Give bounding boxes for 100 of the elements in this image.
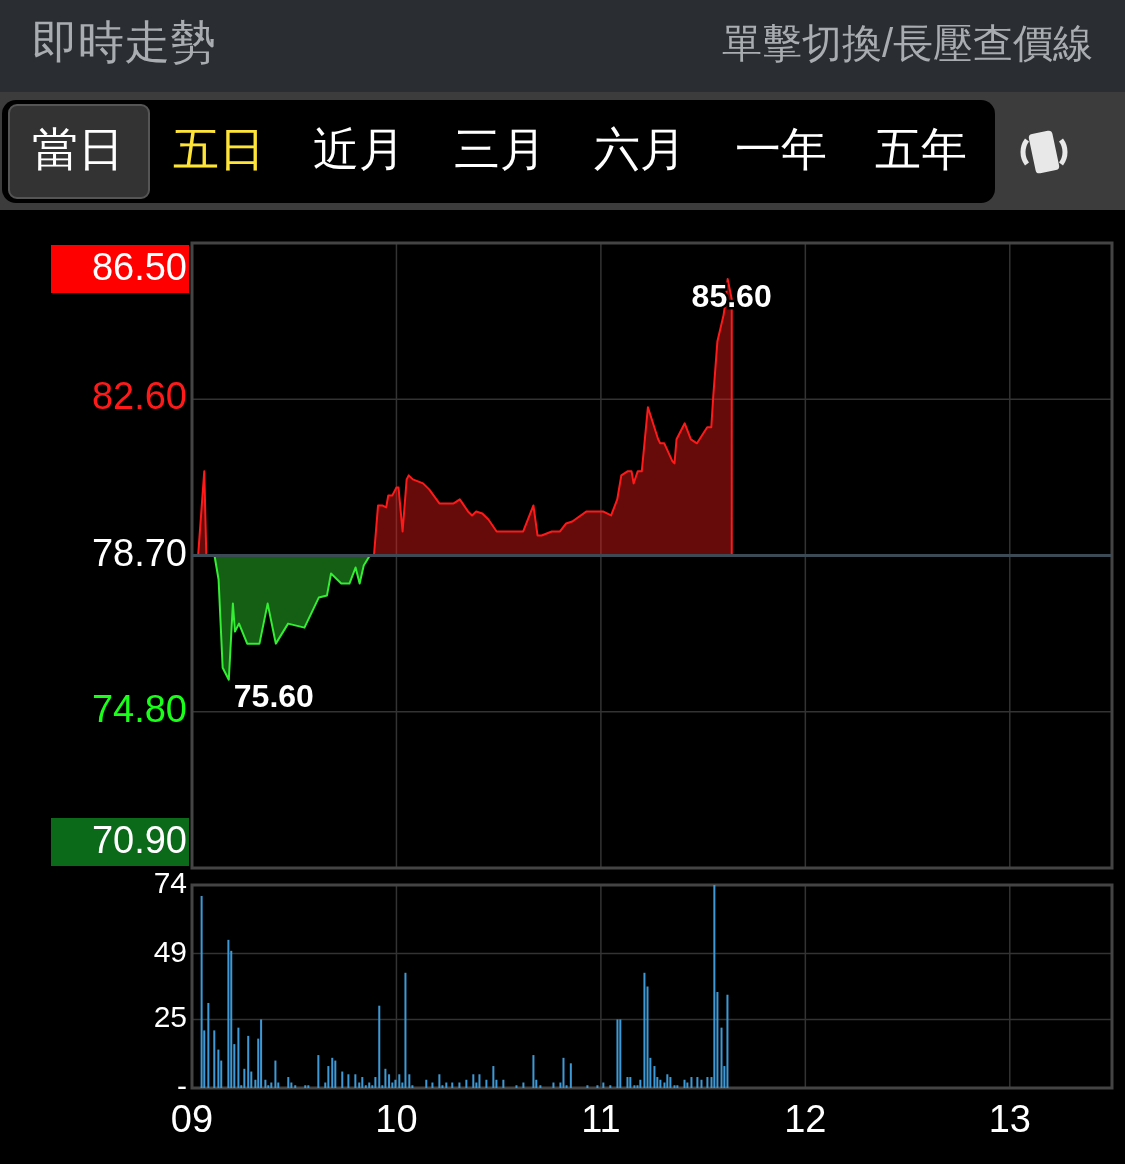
text: 五年 — [875, 123, 967, 176]
bar — [673, 1085, 676, 1088]
bar — [458, 1082, 461, 1088]
bar — [659, 1079, 662, 1088]
bar — [686, 1082, 689, 1088]
bar — [639, 1079, 642, 1088]
y-tick-label: 70.90 — [91, 819, 187, 862]
bar — [404, 972, 407, 1088]
bar — [713, 885, 716, 1088]
bar — [569, 1063, 572, 1088]
annotation: 75.60 — [233, 678, 314, 715]
bar — [213, 1030, 216, 1088]
bar — [669, 1077, 672, 1088]
bar — [425, 1079, 428, 1088]
bar — [354, 1074, 357, 1088]
text: 一年 — [734, 123, 827, 176]
bar — [586, 1085, 589, 1088]
bar — [341, 1071, 344, 1088]
bar — [683, 1079, 686, 1088]
bar — [294, 1085, 297, 1088]
bar — [364, 1085, 367, 1088]
bar — [720, 1027, 723, 1088]
bar — [438, 1074, 441, 1088]
bar — [445, 1082, 448, 1088]
bar — [368, 1082, 371, 1088]
bar — [327, 1066, 330, 1088]
bar — [532, 1055, 535, 1088]
bar — [706, 1077, 709, 1088]
bar — [317, 1055, 320, 1088]
bar — [398, 1074, 401, 1088]
bar — [331, 1057, 334, 1088]
y-tick-label: 74 — [153, 865, 187, 899]
bar — [690, 1077, 693, 1088]
bar — [609, 1085, 612, 1088]
bar — [522, 1082, 525, 1088]
x-tick-label: 11 — [581, 1098, 621, 1141]
bar — [378, 1005, 381, 1088]
bar — [629, 1077, 632, 1088]
y-tick-label: 74.80 — [91, 687, 187, 730]
text: 三月 — [453, 123, 546, 176]
bar — [451, 1082, 454, 1088]
bar — [485, 1079, 488, 1088]
text: 六月 — [594, 123, 686, 176]
y-tick-label: 86.50 — [91, 246, 187, 289]
bar — [361, 1077, 364, 1088]
x-tick-label: 10 — [375, 1098, 418, 1141]
bar — [646, 986, 649, 1088]
y-tick-label: 82.60 — [91, 375, 187, 418]
bar — [237, 1027, 240, 1088]
bar — [394, 1079, 397, 1088]
bar — [602, 1082, 605, 1088]
bar — [502, 1079, 505, 1088]
text: 五日 — [172, 123, 265, 176]
bar — [408, 1074, 411, 1088]
bar — [726, 994, 729, 1088]
bar — [552, 1082, 555, 1088]
bar — [270, 1082, 273, 1088]
bar — [374, 1077, 377, 1088]
bar — [334, 1060, 337, 1088]
text: 近月 — [313, 123, 405, 176]
bar — [478, 1074, 481, 1088]
bar — [264, 1079, 267, 1088]
bar — [616, 1019, 619, 1088]
x-tick-label: 12 — [784, 1098, 827, 1141]
bar — [633, 1085, 636, 1088]
bar — [626, 1077, 629, 1088]
bar — [515, 1085, 518, 1088]
bar — [700, 1079, 703, 1088]
bar — [260, 1019, 263, 1088]
bar — [243, 1068, 246, 1088]
bar — [217, 1049, 220, 1088]
chart-subtitle: 單擊切換/長壓查價線 — [721, 20, 1093, 65]
bar — [643, 972, 646, 1088]
bar — [562, 1057, 565, 1088]
bar — [274, 1060, 277, 1088]
bar — [287, 1077, 290, 1088]
bar — [347, 1074, 350, 1088]
bar — [247, 1035, 250, 1088]
bar — [465, 1079, 468, 1088]
bar — [696, 1077, 699, 1088]
bar — [472, 1074, 475, 1088]
bar — [492, 1066, 495, 1088]
bar — [227, 939, 230, 1088]
bar — [207, 1002, 210, 1088]
bar — [596, 1085, 599, 1088]
bar — [653, 1066, 656, 1088]
bar — [384, 1068, 387, 1088]
bar — [619, 1019, 622, 1088]
bar — [431, 1082, 434, 1088]
text: 當日 — [32, 123, 124, 176]
y-tick-label: 49 — [153, 934, 187, 968]
bar — [388, 1074, 391, 1088]
bar — [666, 1074, 669, 1088]
y-tick-label: 78.70 — [91, 531, 187, 574]
bar — [307, 1085, 310, 1088]
x-tick-label: 13 — [988, 1098, 1031, 1141]
bar — [539, 1085, 542, 1088]
y-tick-label: 25 — [153, 1000, 187, 1034]
bar — [200, 895, 203, 1088]
bar — [565, 1085, 568, 1088]
